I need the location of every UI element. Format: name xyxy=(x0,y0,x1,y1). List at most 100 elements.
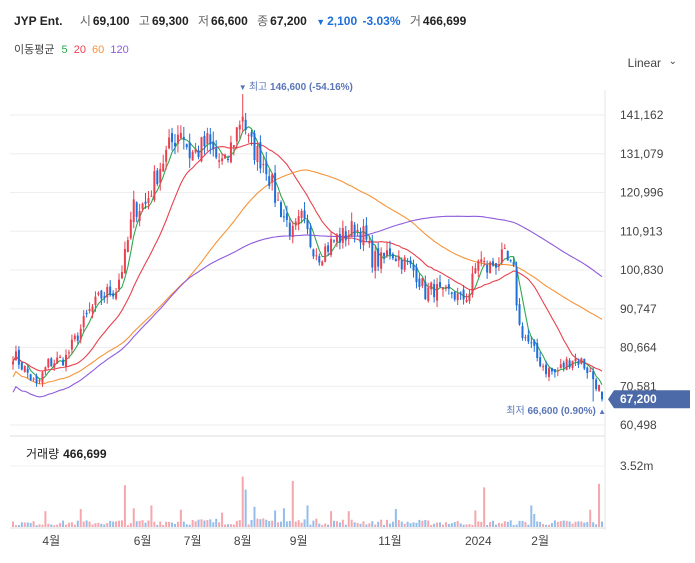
volume-bar xyxy=(439,522,442,527)
x-tick-label: 8월 xyxy=(234,534,252,548)
ma-5-label[interactable]: 5 xyxy=(61,44,68,56)
volume-bar xyxy=(550,523,553,527)
volume-bar xyxy=(173,523,176,527)
volume-bar xyxy=(279,521,282,527)
volume-bar xyxy=(347,511,350,527)
volume-bar xyxy=(324,523,327,527)
volume-bar xyxy=(394,509,397,527)
candle-body xyxy=(444,286,447,288)
volume-bar xyxy=(565,520,568,527)
volume-bar xyxy=(100,523,103,527)
candle-body xyxy=(312,249,315,257)
candle-body xyxy=(338,234,341,243)
candle-body xyxy=(156,170,159,185)
volume-bar xyxy=(76,520,79,527)
volume-bar xyxy=(14,525,17,527)
volume-bar xyxy=(297,520,300,527)
candle-body xyxy=(474,268,477,274)
volume-bar xyxy=(247,524,250,527)
volume-bar xyxy=(400,521,403,527)
stock-header: JYP Ent. 시 69,100 고 69,300 저 66,600 종 67,200… xyxy=(14,12,466,29)
volume-bar xyxy=(418,519,421,527)
candle-body xyxy=(471,273,474,295)
volume-bar xyxy=(241,476,244,527)
candle-body xyxy=(221,158,224,162)
candle-body xyxy=(503,247,506,249)
candle-body xyxy=(73,335,76,340)
volume-bar xyxy=(94,523,97,527)
candle-body xyxy=(120,272,123,279)
volume-bar xyxy=(262,518,265,527)
stock-name: JYP Ent. xyxy=(14,14,63,28)
candle-body xyxy=(238,124,241,130)
volume-bar xyxy=(79,509,82,527)
volume-bar xyxy=(365,524,368,527)
ma-120-label[interactable]: 120 xyxy=(110,44,129,56)
x-tick-label: 2024 xyxy=(465,534,492,548)
candle-body xyxy=(371,240,374,268)
candle-body xyxy=(462,289,465,300)
volume-bar xyxy=(226,524,229,527)
chevron-down-icon[interactable]: ⌄ xyxy=(668,56,677,67)
candle-body xyxy=(477,260,480,271)
volume-bar xyxy=(182,521,185,527)
ma-60-line xyxy=(12,169,603,385)
candle-body xyxy=(253,133,256,161)
candle-body xyxy=(12,361,14,365)
candle-body xyxy=(247,134,250,136)
candle-body xyxy=(315,255,318,257)
candle-body xyxy=(480,259,483,263)
candle-body xyxy=(562,362,565,368)
ma-60-label[interactable]: 60 xyxy=(92,44,105,56)
ma-20-line xyxy=(12,142,603,372)
volume-bar xyxy=(212,522,215,527)
candle-body xyxy=(162,163,165,172)
candle-body xyxy=(226,159,229,161)
candle-body xyxy=(589,370,592,372)
candle-body xyxy=(500,249,503,263)
volume-bar xyxy=(330,511,333,527)
volume-bar xyxy=(500,523,503,527)
candle-body xyxy=(17,349,20,365)
candle-body xyxy=(330,238,333,256)
open-value: 69,100 xyxy=(92,14,130,28)
volume-bar xyxy=(23,522,26,527)
volume-bar xyxy=(571,523,574,527)
volume-bar xyxy=(277,522,280,527)
volume-bar xyxy=(91,524,94,527)
candle-body xyxy=(185,144,188,148)
candle-body xyxy=(580,358,583,364)
volume-bar xyxy=(109,520,112,527)
volume-bar xyxy=(430,524,433,527)
volume-bar xyxy=(433,523,436,527)
volume-bar xyxy=(453,522,456,527)
candle-body xyxy=(547,368,550,377)
candle-body xyxy=(53,363,56,368)
candle-body xyxy=(138,211,141,222)
volume-bar xyxy=(350,519,353,527)
x-tick-label: 7월 xyxy=(184,534,202,548)
low-label: 저 xyxy=(198,14,210,28)
volume-bar xyxy=(250,519,253,527)
volume-bar xyxy=(497,522,500,527)
volume-bar xyxy=(256,518,259,527)
candle-body xyxy=(601,391,603,400)
ma-20-label[interactable]: 20 xyxy=(73,44,86,56)
volume-bar xyxy=(506,521,509,527)
volume-bar xyxy=(62,520,65,527)
candle-body xyxy=(38,380,41,382)
ma-120-line xyxy=(12,215,603,398)
volume-bar xyxy=(391,521,394,527)
candle-body xyxy=(44,367,47,370)
scale-mode-select[interactable]: Linear xyxy=(627,56,661,70)
candle-body xyxy=(109,286,112,295)
volume-bar xyxy=(224,524,227,527)
candle-body xyxy=(209,134,212,145)
volume-bar xyxy=(194,521,197,527)
volume-bar xyxy=(271,520,274,527)
volume-bar xyxy=(450,523,453,527)
volume-bar xyxy=(106,522,109,527)
candle-body xyxy=(415,267,418,283)
volume-bar xyxy=(203,520,206,527)
